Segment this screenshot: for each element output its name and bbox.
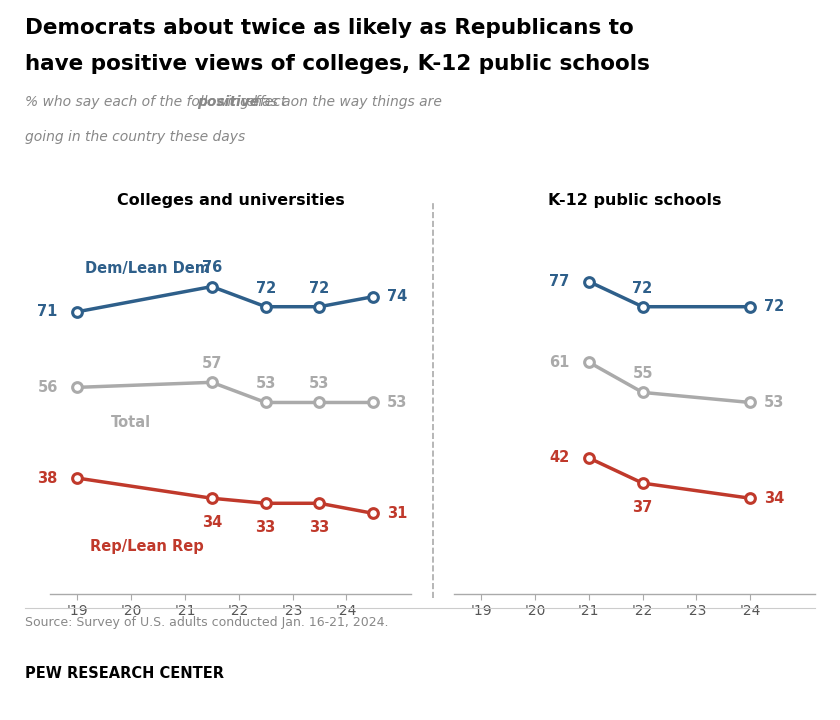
Text: 34: 34 (202, 515, 222, 530)
Text: 42: 42 (549, 451, 570, 465)
Text: PEW RESEARCH CENTER: PEW RESEARCH CENTER (25, 666, 224, 681)
Text: positive: positive (197, 95, 260, 109)
Text: 74: 74 (387, 289, 407, 304)
Text: 37: 37 (633, 500, 653, 515)
Text: Dem/Lean Dem: Dem/Lean Dem (85, 261, 210, 276)
Text: Total: Total (111, 415, 151, 430)
Text: 61: 61 (549, 355, 570, 369)
Text: 71: 71 (38, 305, 58, 319)
Text: 53: 53 (387, 395, 407, 410)
Text: 77: 77 (549, 274, 570, 289)
Text: 56: 56 (38, 380, 58, 395)
Text: 53: 53 (255, 377, 276, 392)
Text: 76: 76 (202, 261, 222, 276)
Text: 72: 72 (255, 281, 276, 296)
Text: 72: 72 (764, 300, 785, 314)
Text: 33: 33 (309, 520, 329, 535)
Text: going in the country these days: going in the country these days (25, 130, 245, 143)
Text: 53: 53 (309, 377, 329, 392)
Text: have positive views of colleges, K-12 public schools: have positive views of colleges, K-12 pu… (25, 54, 650, 74)
Text: 33: 33 (255, 520, 276, 535)
Text: effect on the way things are: effect on the way things are (242, 95, 442, 109)
Title: Colleges and universities: Colleges and universities (117, 193, 344, 208)
Text: Source: Survey of U.S. adults conducted Jan. 16-21, 2024.: Source: Survey of U.S. adults conducted … (25, 616, 389, 629)
Text: Rep/Lean Rep: Rep/Lean Rep (91, 539, 204, 554)
Text: 55: 55 (633, 366, 653, 382)
Text: 31: 31 (387, 506, 407, 521)
Text: 38: 38 (38, 471, 58, 485)
Text: Democrats about twice as likely as Republicans to: Democrats about twice as likely as Repub… (25, 18, 634, 38)
Text: 72: 72 (309, 281, 329, 296)
Text: 53: 53 (764, 395, 785, 410)
Text: % who say each of the following has a: % who say each of the following has a (25, 95, 295, 109)
Text: 34: 34 (764, 491, 785, 505)
Text: 57: 57 (202, 356, 222, 372)
Text: 72: 72 (633, 281, 653, 296)
Title: K-12 public schools: K-12 public schools (548, 193, 722, 208)
